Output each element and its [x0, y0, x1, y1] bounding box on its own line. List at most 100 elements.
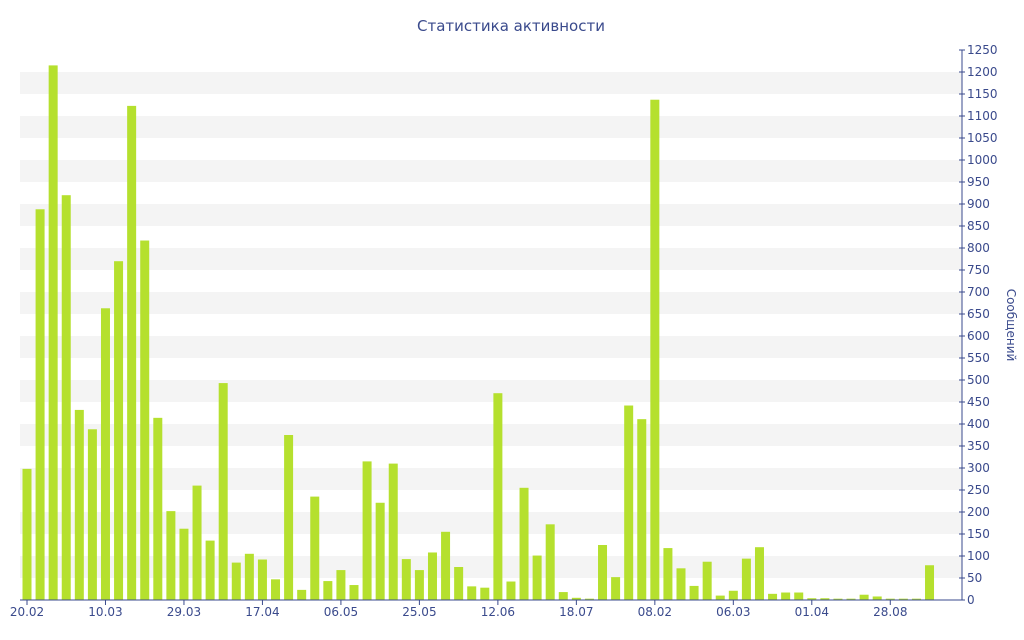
y-tick-label: 1100 — [967, 109, 998, 123]
bar — [493, 393, 503, 600]
bar — [480, 587, 490, 600]
bar — [506, 581, 516, 600]
bar — [48, 65, 58, 600]
y-tick-label: 400 — [967, 417, 990, 431]
bar — [611, 577, 621, 600]
bar — [925, 565, 935, 600]
grid-band — [20, 292, 962, 314]
bar — [467, 586, 477, 600]
bar — [218, 383, 228, 600]
x-tick-label: 12.06 — [481, 605, 515, 619]
bar — [244, 553, 254, 600]
bar — [807, 598, 817, 600]
bar — [519, 487, 529, 600]
grid-band — [20, 116, 962, 138]
bar — [859, 594, 869, 600]
bar — [833, 598, 843, 600]
y-tick-label: 850 — [967, 219, 990, 233]
bar — [100, 308, 110, 600]
bar — [166, 511, 176, 600]
bars — [22, 65, 935, 600]
x-tick-label: 01.04 — [795, 605, 829, 619]
x-tick-label: 08.02 — [638, 605, 672, 619]
y-axis-label: Сообщений — [1004, 289, 1018, 362]
bar — [323, 581, 333, 600]
y-tick-label: 600 — [967, 329, 990, 343]
y-tick-label: 950 — [967, 175, 990, 189]
bar — [872, 596, 882, 600]
bar — [388, 463, 398, 600]
y-tick-label: 1000 — [967, 153, 998, 167]
bar — [571, 597, 581, 600]
chart-title: Статистика активности — [417, 17, 605, 35]
bar — [231, 562, 241, 600]
y-tick-label: 650 — [967, 307, 990, 321]
bar — [911, 598, 921, 600]
y-tick-label: 1050 — [967, 131, 998, 145]
bar — [754, 547, 764, 600]
bar — [310, 496, 320, 600]
y-tick-label: 150 — [967, 527, 990, 541]
y-tick-label: 50 — [967, 571, 982, 585]
y-tick-label: 250 — [967, 483, 990, 497]
bar — [741, 558, 751, 600]
bar — [676, 568, 686, 600]
grid-band — [20, 204, 962, 226]
bar — [297, 589, 307, 600]
x-tick-label: 25.05 — [402, 605, 436, 619]
bar — [846, 598, 856, 600]
y-tick-label: 550 — [967, 351, 990, 365]
grid-band — [20, 424, 962, 446]
bar — [153, 417, 163, 600]
x-tick-label: 20.02 — [10, 605, 44, 619]
bar — [192, 485, 202, 600]
y-tick-label: 100 — [967, 549, 990, 563]
bar — [715, 595, 725, 600]
bar — [650, 99, 660, 600]
bar — [637, 419, 647, 600]
bar — [558, 592, 568, 600]
bar — [532, 555, 542, 600]
grid-band — [20, 336, 962, 358]
bar — [22, 468, 32, 600]
bar — [362, 461, 372, 600]
bar — [336, 570, 346, 600]
y-tick-label: 900 — [967, 197, 990, 211]
bar — [728, 590, 738, 600]
bar — [663, 548, 673, 600]
bar — [702, 561, 712, 600]
y-tick-label: 350 — [967, 439, 990, 453]
bar — [820, 598, 830, 600]
bar — [885, 598, 895, 600]
y-tick-label: 1200 — [967, 65, 998, 79]
x-tick-label: 29.03 — [167, 605, 201, 619]
grid-band — [20, 468, 962, 490]
bar — [689, 585, 699, 600]
bar — [179, 528, 189, 600]
grid-bands — [20, 72, 962, 578]
bar — [584, 598, 594, 600]
bar — [624, 405, 634, 600]
y-tick-label: 200 — [967, 505, 990, 519]
bar — [349, 585, 359, 600]
bar — [401, 559, 411, 600]
grid-band — [20, 160, 962, 182]
bar — [61, 195, 71, 600]
y-tick-label: 700 — [967, 285, 990, 299]
x-tick-label: 06.05 — [324, 605, 358, 619]
x-tick-label: 17.04 — [245, 605, 279, 619]
bar — [414, 570, 424, 600]
grid-band — [20, 380, 962, 402]
bar — [284, 435, 294, 600]
bar — [441, 531, 451, 600]
bar — [375, 502, 385, 600]
x-tick-label: 18.07 — [559, 605, 593, 619]
grid-band — [20, 72, 962, 94]
y-tick-label: 1150 — [967, 87, 998, 101]
bar — [257, 559, 267, 600]
y-ticks: 0 50 100 150 200 250 300 350 400 450 500 550 600 650 7… — [959, 43, 998, 607]
bar — [87, 429, 97, 600]
y-tick-label: 1250 — [967, 43, 998, 57]
bar — [794, 592, 804, 600]
